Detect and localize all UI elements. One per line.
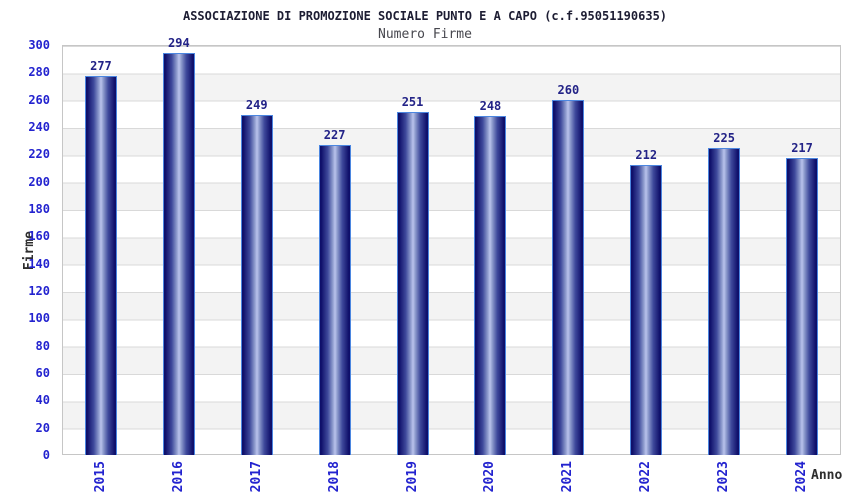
bar-value-label: 217: [791, 141, 813, 156]
x-tick-label: 2016: [170, 461, 186, 493]
y-tick-label: 300: [28, 38, 50, 52]
x-tick-label: 2015: [92, 461, 108, 493]
y-tick-label: 180: [28, 202, 50, 216]
bar: [552, 99, 585, 455]
x-tick-label: 2022: [638, 461, 654, 493]
bar-value-label: 225: [713, 130, 735, 145]
y-tick-label: 20: [35, 420, 50, 435]
x-tick-label: 2019: [404, 461, 420, 493]
y-tick-label: 40: [35, 393, 50, 408]
bar: [240, 114, 273, 455]
chart-subtitle: Numero Firme: [378, 27, 472, 42]
x-tick-label: 2024: [794, 461, 810, 493]
y-tick-label: 200: [28, 174, 50, 189]
x-axis-title: Anno: [811, 468, 843, 483]
bar-value-label: 248: [479, 99, 502, 114]
bar-value-label: 260: [557, 82, 580, 97]
bar-value-label: 251: [401, 94, 424, 109]
x-tick-label: 2023: [716, 461, 732, 493]
y-tick-label: 100: [28, 311, 50, 326]
bar-value-label: 294: [168, 36, 190, 51]
bar-value-label: 227: [323, 127, 346, 142]
bar-value-label: 212: [635, 148, 658, 163]
x-tick-label: 2017: [248, 461, 264, 493]
y-tick-label: 120: [28, 284, 50, 298]
y-tick-label: 220: [28, 147, 50, 162]
bar: [84, 76, 117, 455]
bar: [318, 144, 351, 455]
x-tick-label: 2018: [326, 461, 342, 493]
bar: [396, 111, 429, 455]
y-tick-label: 260: [28, 92, 50, 107]
chart-title: ASSOCIAZIONE DI PROMOZIONE SOCIALE PUNTO…: [182, 9, 668, 23]
bar: [162, 53, 195, 455]
bar: [786, 158, 819, 455]
bar: [474, 116, 507, 455]
y-tick-label: 160: [28, 229, 50, 244]
y-tick-label: 140: [28, 256, 50, 271]
y-tick-label: 240: [28, 120, 50, 134]
bar-value-label: 277: [90, 59, 112, 74]
y-tick-label: 0: [42, 448, 50, 462]
y-tick-label: 80: [35, 338, 50, 353]
bar: [708, 147, 741, 455]
bar-value-label: 249: [245, 97, 268, 112]
x-tick-label: 2020: [482, 461, 498, 493]
x-tick-label: 2021: [560, 461, 576, 493]
bar: [630, 165, 663, 455]
y-tick-label: 280: [28, 65, 50, 80]
y-tick-label: 60: [35, 366, 50, 380]
